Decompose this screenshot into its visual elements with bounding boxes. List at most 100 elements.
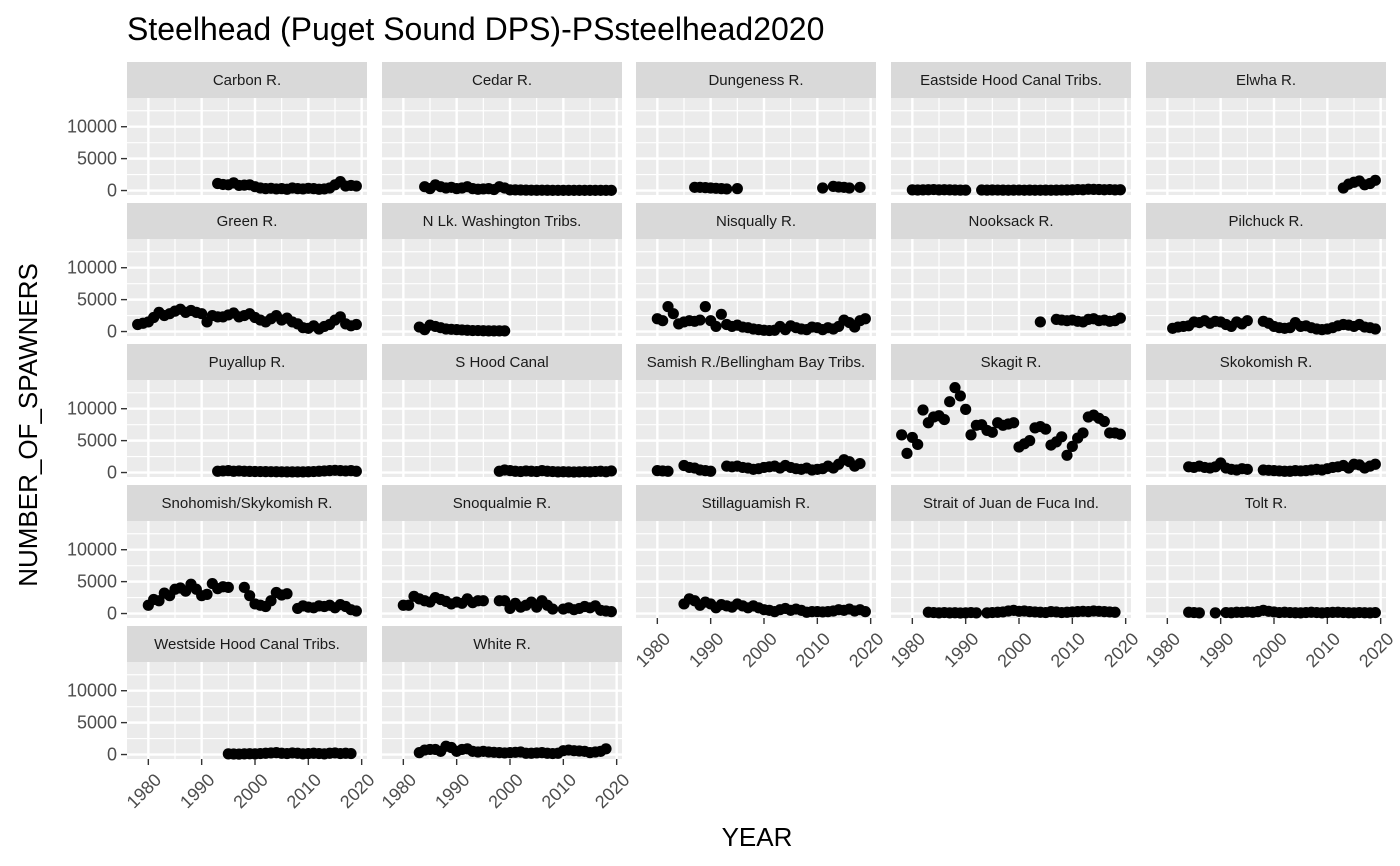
x-tick-label: 2020 xyxy=(845,629,887,671)
facet-panel: White R. 1980 1990 2000 2010 2020 xyxy=(378,626,634,812)
strip-label: Dungeness R. xyxy=(708,72,803,89)
data-point xyxy=(547,603,559,615)
x-tick-label: 2010 xyxy=(1302,629,1344,671)
x-tick-label: 1990 xyxy=(431,770,473,812)
data-point xyxy=(1369,323,1381,335)
facet-panel: Pilchuck R. xyxy=(1146,203,1386,336)
y-axis-title: NUMBER_OF_SPAWNERS xyxy=(13,263,43,587)
y-tick-label: 0 xyxy=(107,322,117,342)
facet-panel: Elwha R. xyxy=(1146,62,1386,195)
data-point xyxy=(859,606,871,618)
x-tick-label: 1980 xyxy=(887,629,929,671)
facet-panel: Snohomish/Skykomish R. 0 5000 10000 xyxy=(67,485,367,624)
data-point xyxy=(201,588,213,600)
data-point xyxy=(854,181,866,193)
data-point xyxy=(1066,440,1078,452)
data-point xyxy=(1098,415,1110,428)
data-point xyxy=(1369,606,1381,619)
strip-background xyxy=(636,485,876,521)
strip-background xyxy=(1146,344,1386,380)
data-point xyxy=(949,382,961,394)
data-point xyxy=(970,607,982,619)
x-tick-label: 2020 xyxy=(1100,629,1142,671)
data-point xyxy=(1077,427,1089,439)
y-tick-label: 10000 xyxy=(67,681,117,701)
data-point xyxy=(699,301,711,313)
data-point xyxy=(667,308,679,320)
y-tick-label: 10000 xyxy=(67,399,117,419)
strip-label: Skagit R. xyxy=(981,354,1042,371)
data-point xyxy=(917,404,929,416)
strip-background xyxy=(382,485,622,521)
data-point xyxy=(912,438,924,451)
x-tick-label: 2010 xyxy=(283,770,325,812)
facet-panel: Tolt R. 1980 1990 2000 2010 2020 xyxy=(1142,485,1398,671)
x-tick-label: 2000 xyxy=(738,629,780,671)
strip-background xyxy=(382,626,622,662)
x-tick-label: 2010 xyxy=(792,629,834,671)
data-point xyxy=(1061,449,1073,461)
strip-background xyxy=(891,485,1131,521)
strip-background xyxy=(891,203,1131,239)
y-tick-label: 0 xyxy=(107,181,117,201)
data-point xyxy=(896,429,908,441)
data-point xyxy=(662,465,674,477)
data-point xyxy=(265,595,277,607)
data-point xyxy=(345,747,357,760)
strip-label: Green R. xyxy=(217,213,278,230)
strip-background xyxy=(382,203,622,239)
data-point xyxy=(965,429,977,441)
strip-label: Puyallup R. xyxy=(209,354,286,371)
data-point xyxy=(901,447,913,459)
data-point xyxy=(859,313,871,325)
panel-background xyxy=(1146,521,1386,618)
facet-panel: Eastside Hood Canal Tribs. xyxy=(891,62,1131,196)
facet-panel: Snoqualmie R. xyxy=(382,485,622,618)
strip-background xyxy=(891,344,1131,380)
y-tick-label: 5000 xyxy=(77,713,117,733)
data-point xyxy=(731,183,743,195)
data-point xyxy=(1114,428,1126,440)
strip-background xyxy=(127,344,367,380)
data-point xyxy=(817,182,829,194)
facet-panel: N Lk. Washington Tribs. xyxy=(382,203,622,337)
panel-background xyxy=(636,98,876,195)
data-point xyxy=(694,314,706,326)
x-axis-title: YEAR xyxy=(722,822,793,852)
x-tick-label: 2020 xyxy=(591,770,633,812)
data-point xyxy=(499,325,511,337)
facet-panel: S Hood Canal xyxy=(382,344,622,478)
chart-title: Steelhead (Puget Sound DPS)-PSsteelhead2… xyxy=(127,11,824,47)
strip-label: Nooksack R. xyxy=(968,213,1053,230)
y-tick-label: 5000 xyxy=(77,431,117,451)
data-point xyxy=(715,308,727,320)
strip-background xyxy=(891,62,1131,98)
data-point xyxy=(1109,606,1121,618)
facet-panel: Westside Hood Canal Tribs. 0 5000 10000 1980… xyxy=(67,626,379,812)
data-point xyxy=(954,390,966,402)
data-point xyxy=(1369,458,1381,470)
y-tick-label: 0 xyxy=(107,463,117,483)
strip-background xyxy=(127,626,367,662)
data-point xyxy=(605,606,617,618)
strip-label: Strait of Juan de Fuca Ind. xyxy=(923,495,1099,512)
x-tick-label: 2000 xyxy=(229,770,271,812)
strip-background xyxy=(1146,485,1386,521)
x-tick-label: 1980 xyxy=(1142,629,1184,671)
data-point xyxy=(1114,312,1126,324)
strip-label: Snoqualmie R. xyxy=(453,495,551,512)
data-point xyxy=(403,599,415,611)
facet-panel: Green R. 0 5000 10000 xyxy=(67,203,367,342)
panel-background xyxy=(382,380,622,477)
x-tick-label: 1990 xyxy=(940,629,982,671)
x-tick-label: 1980 xyxy=(632,629,674,671)
data-point xyxy=(944,396,956,408)
strip-label: Pilchuck R. xyxy=(1228,213,1303,230)
facet-panel: Samish R./Bellingham Bay Tribs. xyxy=(636,344,876,477)
strip-label: Samish R./Bellingham Bay Tribs. xyxy=(647,354,865,371)
strip-background xyxy=(636,203,876,239)
data-point xyxy=(960,403,972,415)
facet-panel: Carbon R. 0 5000 10000 xyxy=(67,62,367,201)
strip-background xyxy=(382,344,622,380)
